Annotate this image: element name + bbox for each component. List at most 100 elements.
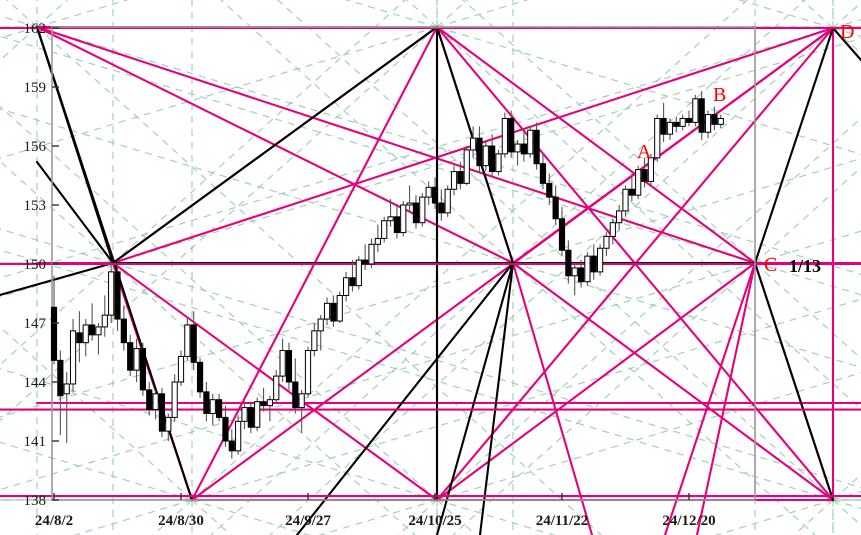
candlestick — [89, 303, 96, 341]
candlestick — [660, 102, 667, 143]
black-trend-line — [753, 261, 835, 502]
gann-fan-ray — [191, 298, 861, 501]
candlestick — [298, 389, 305, 434]
gann-fan-ray — [436, 26, 861, 155]
candlestick — [393, 205, 400, 239]
candlestick — [444, 185, 451, 217]
candlestick — [374, 224, 381, 253]
candlestick — [165, 413, 172, 441]
gann-fan-ray — [36, 26, 602, 535]
candlestick — [654, 114, 661, 162]
magenta-trend-line — [511, 26, 835, 265]
candlestick — [273, 370, 280, 404]
candlestick-series — [50, 90, 724, 459]
candlestick — [539, 153, 547, 190]
candlestick — [57, 350, 64, 436]
candlestick — [63, 372, 70, 443]
gann-fan-ray — [0, 368, 438, 501]
y-axis-tick-label: 147 — [24, 316, 47, 332]
candlestick — [76, 311, 83, 363]
candlestick — [203, 382, 210, 422]
candlestick — [482, 142, 489, 172]
candlestick — [495, 149, 502, 176]
gann-fan-ray — [112, 262, 861, 489]
candlestick — [533, 122, 540, 170]
gann-fan-ray — [0, 26, 438, 422]
candlestick — [666, 118, 674, 141]
candlestick — [387, 199, 394, 227]
gann-fan-ray — [436, 372, 861, 501]
black-trend-line — [753, 26, 835, 265]
candlestick — [127, 334, 134, 377]
candlestick — [431, 177, 439, 209]
candlestick — [425, 181, 432, 205]
x-axis-tick-label: 24/12/20 — [662, 513, 715, 529]
candlestick — [50, 275, 58, 365]
candlestick — [438, 189, 445, 221]
candlestick — [546, 173, 553, 205]
gann-fan-ray — [0, 35, 756, 264]
annotation-labels-group: A B C D 1/13 — [637, 21, 854, 276]
candlestick — [698, 90, 705, 141]
black-trend-line — [111, 25, 439, 265]
candlestick — [501, 112, 508, 158]
candlestick — [527, 126, 534, 158]
candlestick — [222, 405, 229, 447]
black-trend-line — [35, 160, 115, 265]
candlestick — [146, 382, 153, 416]
gann-fan-ray — [436, 117, 861, 501]
gann-fan-ray — [512, 262, 861, 369]
candlestick — [565, 240, 572, 284]
gann-fan-ray — [112, 37, 861, 264]
candlestick — [184, 317, 191, 361]
y-axis-tick-label: 150 — [24, 257, 47, 273]
candlestick — [69, 319, 77, 392]
candlestick — [558, 206, 566, 257]
candlestick — [628, 173, 635, 202]
chart-annotation-label-1-13: 1/13 — [789, 256, 821, 276]
x-axis-group: 24/8/2 24/8/30 24/9/27 24/10/25 24/11/22 24/1… — [35, 493, 716, 529]
candlestick — [177, 350, 185, 386]
candlestick — [247, 401, 254, 434]
candlestick — [450, 165, 458, 196]
candlestick — [216, 393, 223, 422]
magenta-trend-line — [695, 261, 757, 535]
x-axis-tick-label: 24/8/2 — [35, 513, 73, 529]
candlestick — [171, 374, 178, 422]
candlestick — [692, 94, 699, 127]
x-axis-tick-label: 24/11/22 — [536, 513, 589, 529]
candlestick — [406, 185, 413, 213]
candlestick — [457, 161, 464, 190]
gann-fan-ray — [191, 0, 749, 501]
magenta-trend-line — [511, 261, 594, 535]
candlestick — [381, 216, 388, 243]
y-axis-group: 162 159 156 153 150 147 144 141 138 — [24, 21, 59, 509]
gann-fan-ray — [436, 26, 861, 410]
candlestick — [577, 260, 585, 288]
chart-annotation-label-C: C — [764, 254, 777, 276]
candlestick — [476, 126, 483, 174]
candlestick — [330, 295, 337, 327]
y-axis-tick-label: 153 — [24, 198, 47, 214]
chart-annotation-label-A: A — [637, 141, 652, 163]
candlestick — [228, 429, 235, 459]
gann-fan-ray — [0, 26, 438, 159]
candlestick — [584, 252, 591, 286]
candlestick — [235, 415, 242, 455]
magenta-trend-line — [511, 261, 835, 502]
candlestick — [317, 315, 324, 351]
gann-fan-ray — [0, 108, 514, 264]
candlestick — [158, 387, 166, 438]
candlestick — [419, 193, 426, 227]
x-axis-tick-label: 24/8/30 — [158, 513, 204, 529]
candlestick — [622, 185, 629, 217]
candlestick — [514, 140, 521, 166]
candlestick — [489, 134, 496, 178]
black-trend-line — [831, 26, 861, 62]
candlestick — [711, 106, 718, 131]
x-axis-tick-label: 24/9/27 — [285, 513, 331, 529]
candlestick — [597, 244, 604, 276]
candlestick — [266, 395, 273, 422]
